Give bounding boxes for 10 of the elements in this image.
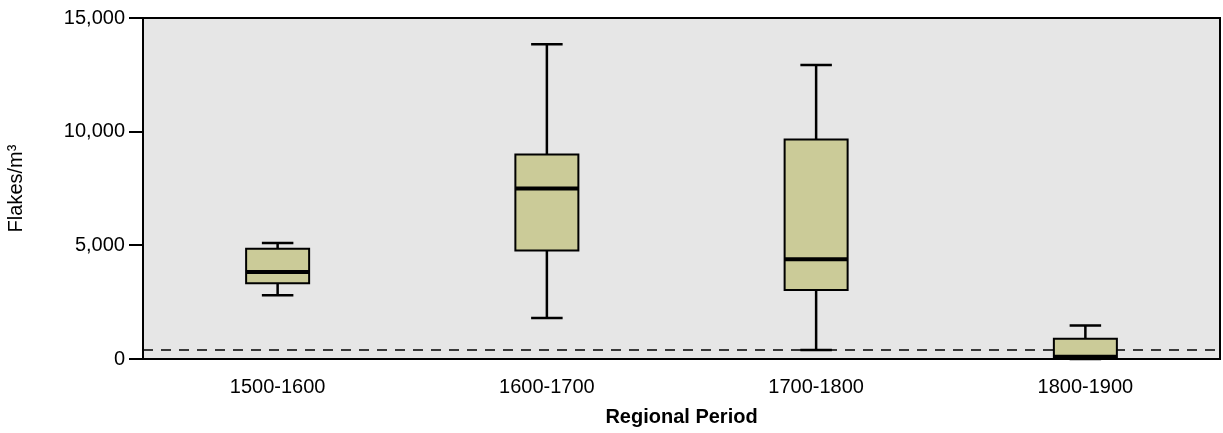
y-tick-label: 5,000 [74, 232, 125, 255]
y-axis-title: Flakes/m³ [3, 144, 26, 233]
x-axis-title: Regional Period [605, 404, 758, 427]
x-tick-label: 1700-1800 [768, 374, 864, 397]
y-tick-label: 0 [113, 346, 125, 369]
x-tick-label: 1500-1600 [229, 374, 326, 397]
x-tick-label: 1600-1700 [499, 374, 595, 397]
y-tick-label: 10,000 [63, 119, 125, 142]
y-tick-label: 15,000 [63, 5, 125, 28]
x-tick-label: 1800-1900 [1037, 374, 1134, 397]
